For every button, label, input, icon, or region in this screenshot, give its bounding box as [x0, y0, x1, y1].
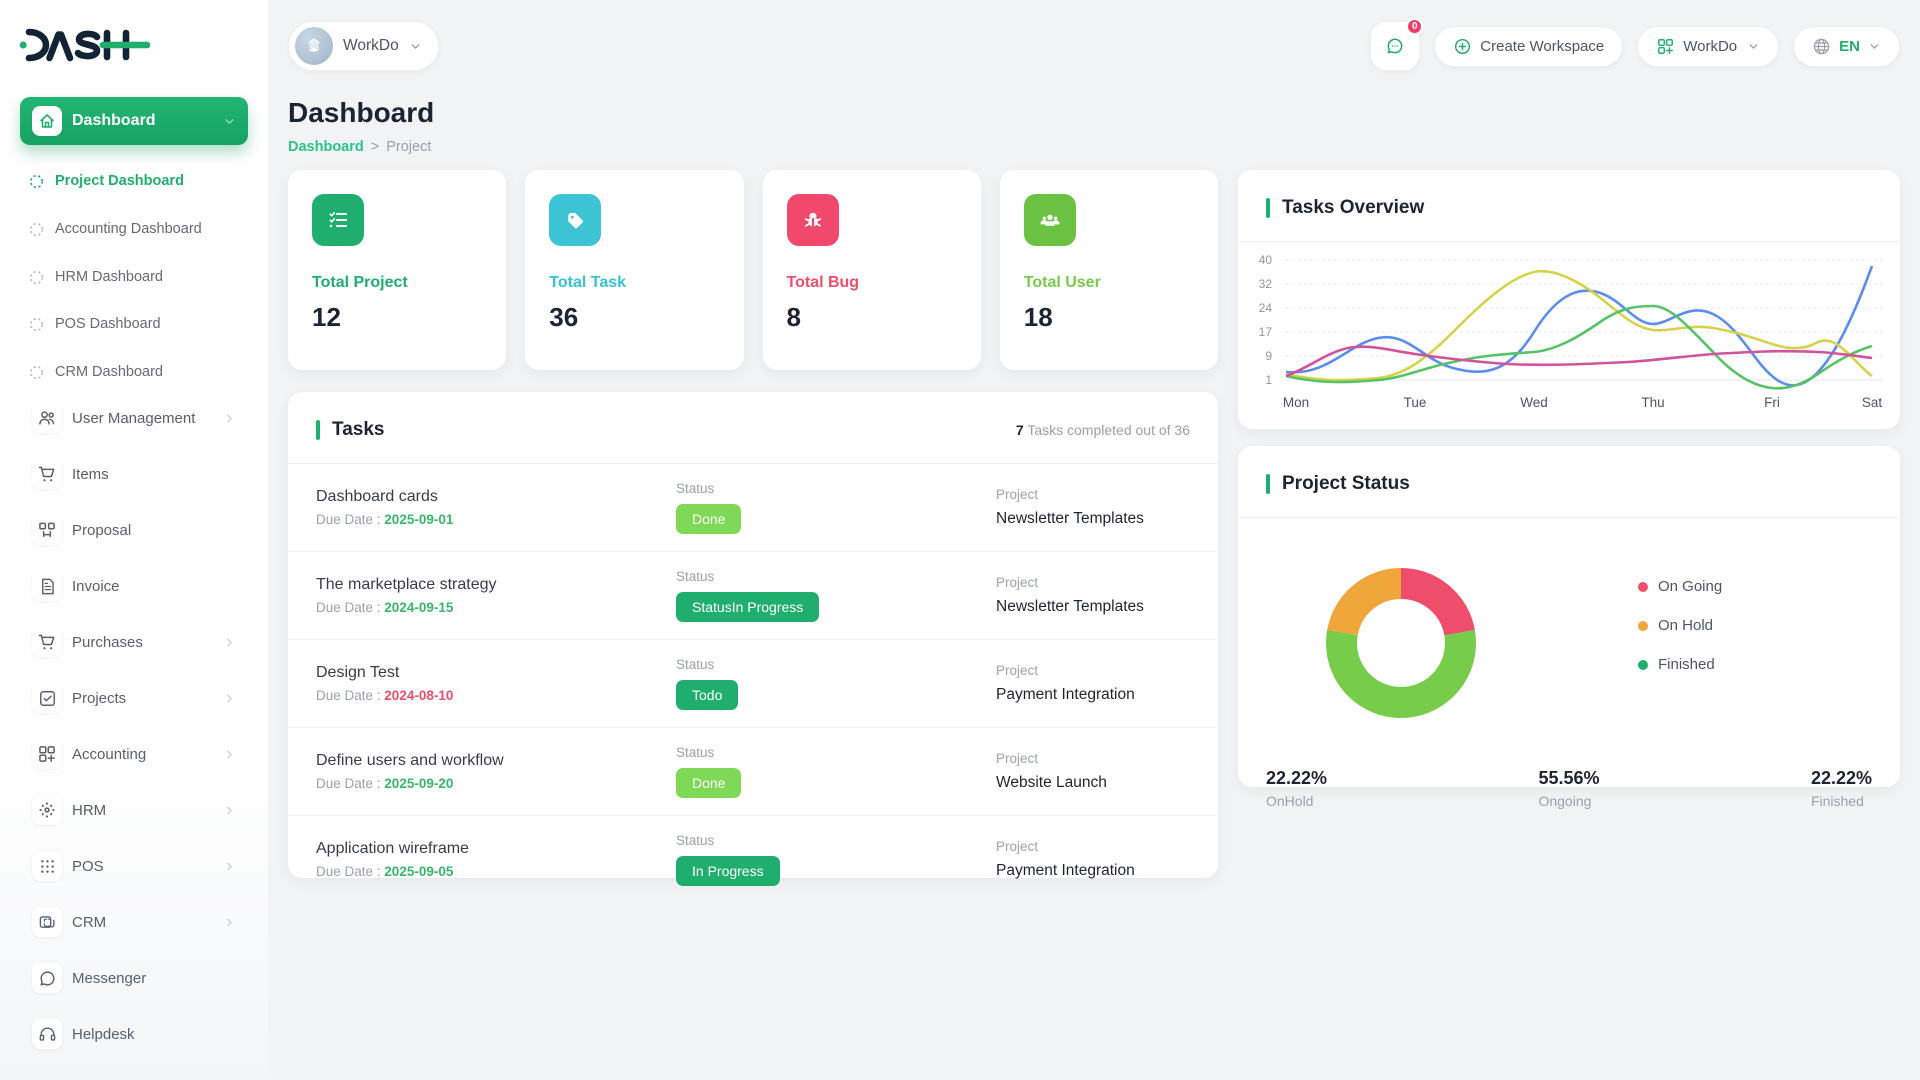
- svg-text:17: 17: [1259, 325, 1273, 339]
- svg-text:1: 1: [1265, 373, 1272, 387]
- svg-text:Thu: Thu: [1641, 395, 1664, 410]
- svg-text:9: 9: [1265, 349, 1272, 363]
- svg-text:Sat: Sat: [1862, 395, 1883, 410]
- svg-text:Tue: Tue: [1404, 395, 1427, 410]
- svg-text:Mon: Mon: [1283, 395, 1309, 410]
- svg-text:Wed: Wed: [1520, 395, 1548, 410]
- svg-text:40: 40: [1259, 253, 1273, 267]
- svg-text:24: 24: [1259, 301, 1273, 315]
- svg-text:32: 32: [1259, 277, 1273, 291]
- svg-text:Fri: Fri: [1764, 395, 1780, 410]
